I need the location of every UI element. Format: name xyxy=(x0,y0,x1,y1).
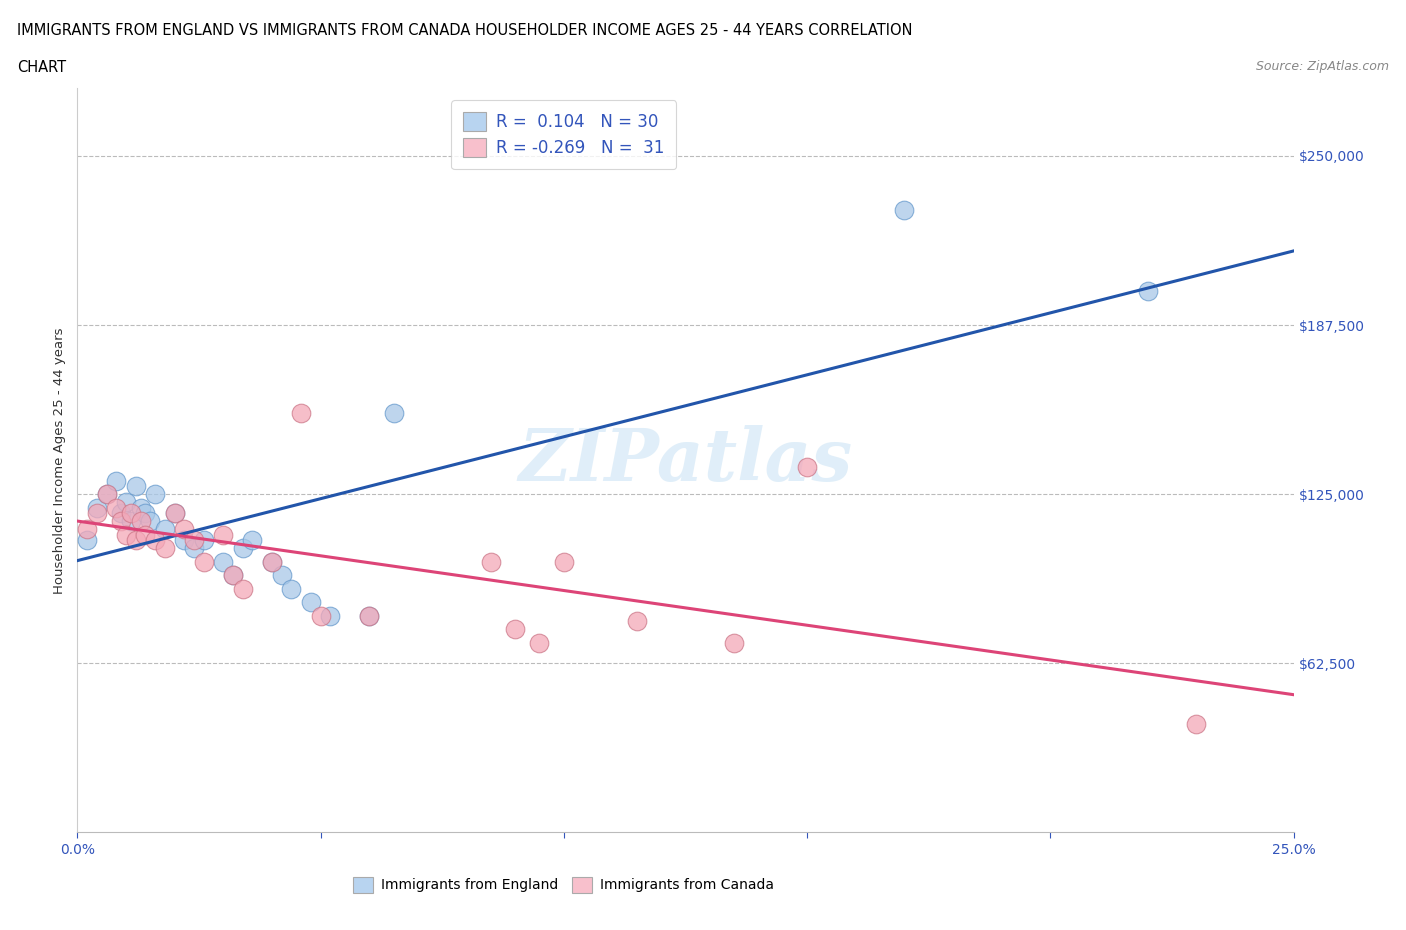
Point xyxy=(503,622,526,637)
Point xyxy=(796,459,818,474)
Point xyxy=(183,541,205,556)
Point xyxy=(212,527,235,542)
Point xyxy=(222,568,245,583)
Text: Source: ZipAtlas.com: Source: ZipAtlas.com xyxy=(1256,60,1389,73)
Point xyxy=(96,486,118,501)
Point xyxy=(105,500,128,515)
Point xyxy=(76,533,98,548)
Point xyxy=(173,533,195,548)
Y-axis label: Householder Income Ages 25 - 44 years: Householder Income Ages 25 - 44 years xyxy=(53,327,66,593)
Point xyxy=(129,513,152,528)
Point xyxy=(553,554,575,569)
Point xyxy=(76,522,98,537)
Legend: Immigrants from England, Immigrants from Canada: Immigrants from England, Immigrants from… xyxy=(346,870,782,900)
Text: CHART: CHART xyxy=(17,60,66,75)
Point xyxy=(299,595,322,610)
Text: ZIPatlas: ZIPatlas xyxy=(519,425,852,496)
Point xyxy=(163,506,186,521)
Point xyxy=(193,533,215,548)
Point xyxy=(110,513,132,528)
Point xyxy=(1185,717,1208,732)
Point xyxy=(290,405,312,420)
Point xyxy=(110,506,132,521)
Point xyxy=(86,500,108,515)
Point xyxy=(115,527,138,542)
Point xyxy=(96,486,118,501)
Point xyxy=(723,635,745,650)
Point xyxy=(309,608,332,623)
Point xyxy=(319,608,342,623)
Point xyxy=(280,581,302,596)
Point xyxy=(479,554,502,569)
Point xyxy=(125,479,148,494)
Point xyxy=(232,541,254,556)
Point xyxy=(120,513,142,528)
Point xyxy=(212,554,235,569)
Point xyxy=(270,568,292,583)
Point xyxy=(153,522,176,537)
Point xyxy=(153,541,176,556)
Point xyxy=(242,533,264,548)
Point xyxy=(1136,284,1159,299)
Point xyxy=(183,533,205,548)
Point xyxy=(529,635,551,650)
Point xyxy=(86,506,108,521)
Point xyxy=(359,608,381,623)
Point xyxy=(222,568,245,583)
Point xyxy=(232,581,254,596)
Point xyxy=(143,533,166,548)
Point xyxy=(134,506,156,521)
Point xyxy=(193,554,215,569)
Point xyxy=(260,554,283,569)
Point xyxy=(134,527,156,542)
Point xyxy=(260,554,283,569)
Point xyxy=(125,533,148,548)
Point xyxy=(382,405,405,420)
Point xyxy=(173,522,195,537)
Point xyxy=(129,500,152,515)
Point xyxy=(105,473,128,488)
Point xyxy=(626,614,648,629)
Point xyxy=(143,486,166,501)
Point xyxy=(120,506,142,521)
Text: IMMIGRANTS FROM ENGLAND VS IMMIGRANTS FROM CANADA HOUSEHOLDER INCOME AGES 25 - 4: IMMIGRANTS FROM ENGLAND VS IMMIGRANTS FR… xyxy=(17,23,912,38)
Point xyxy=(163,506,186,521)
Point xyxy=(893,203,915,218)
Point xyxy=(115,495,138,510)
Point xyxy=(359,608,381,623)
Point xyxy=(139,513,162,528)
